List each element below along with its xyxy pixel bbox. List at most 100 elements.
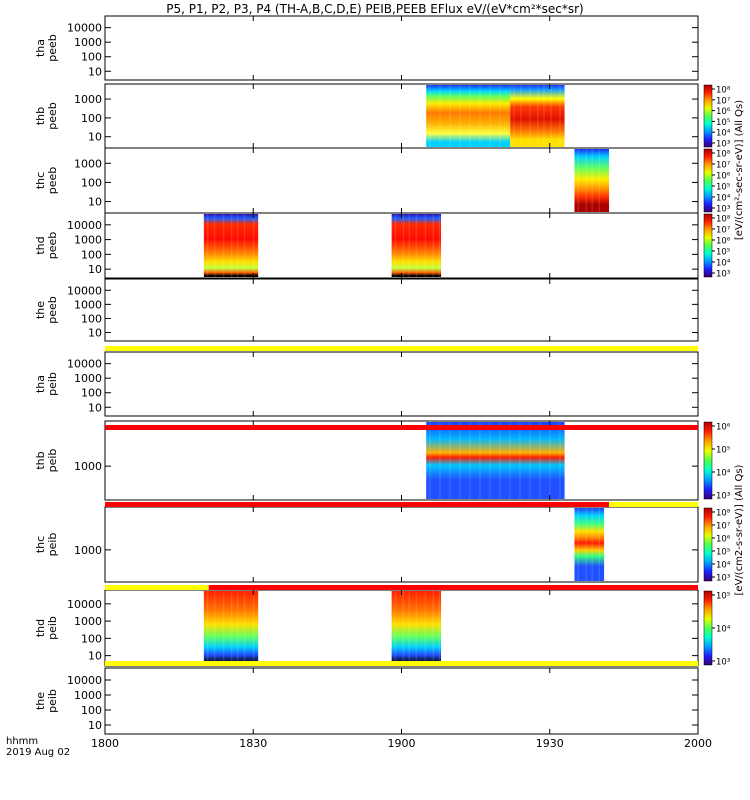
panel-label-probe: thd [34, 236, 47, 254]
spectrogram-texture [520, 85, 522, 147]
panel-label-instrument: peib [46, 533, 59, 557]
y-tick-label: 1000 [74, 157, 102, 170]
panel-label-probe: thc [34, 536, 47, 553]
spectrogram-texture [598, 149, 600, 212]
colorbar-tick-label: 10⁴ [716, 194, 731, 204]
x-tick-label: 1900 [388, 737, 416, 750]
panel-label-instrument: peeb [46, 102, 59, 130]
spectrogram-texture [577, 508, 579, 581]
y-tick-label: 100 [81, 387, 102, 400]
spectrogram-block [426, 422, 565, 499]
y-tick-label: 1000 [74, 372, 102, 385]
spectrogram-texture [424, 591, 427, 665]
spectrogram-block [391, 591, 442, 665]
panel-thb_peib: 1000 thbpeib 10³ 10⁴ 10⁵ 10⁶ [34, 420, 731, 502]
spectrogram-texture [438, 591, 441, 665]
panel-frame [104, 15, 699, 81]
spectrogram-texture [585, 149, 587, 212]
spectrogram-block [391, 214, 442, 277]
spectrogram-block [203, 214, 259, 277]
panel-frame [104, 351, 699, 417]
panel-label-probe: thc [34, 172, 47, 189]
colorbar-tick-label: 10⁶ [716, 107, 731, 117]
colorbar-tick-label: 10³ [716, 270, 730, 280]
spectrogram-texture [591, 508, 593, 581]
spectrogram-texture [243, 214, 246, 277]
colorbar-tick-label: 10⁴ [716, 561, 731, 571]
panel-label-instrument: peeb [46, 232, 59, 260]
spectrogram-texture [432, 591, 435, 665]
spectrogram-texture [206, 214, 209, 277]
panel-label-instrument: peeb [46, 34, 59, 62]
panel-label-probe: the [34, 692, 47, 710]
colorbar [703, 421, 713, 500]
spectrogram-texture [429, 422, 431, 499]
panel-thc_peib: 1000 thcpeib 10³ 10⁴ 10⁵ 10⁶ 10⁷ 10⁸ [34, 506, 731, 584]
y-tick-label: 10000 [67, 22, 102, 35]
y-tick-label: 10000 [67, 598, 102, 611]
colorbar-tick-label: 10⁶ [716, 423, 731, 433]
y-tick-label: 1000 [74, 544, 102, 557]
spectrogram-texture [449, 422, 451, 499]
spectrogram-texture [439, 85, 441, 147]
colorbar-tick-label: 10³ [716, 140, 730, 150]
quality-flag-bar [105, 346, 698, 351]
spectrogram-texture [206, 591, 209, 665]
colorbar-tick-label: 10⁴ [716, 129, 731, 139]
figure-title: P5, P1, P2, P3, P4 (TH-A,B,C,D,E) PEIB,P… [166, 2, 584, 16]
colorbar-tick-label: 10⁵ [716, 248, 730, 258]
y-tick-label: 100 [81, 176, 102, 189]
colorbar-tick-label: 10⁷ [716, 96, 731, 106]
panel-label: thdpeeb [34, 232, 59, 260]
y-tick-label: 1000 [74, 615, 102, 628]
spectrogram-texture [559, 422, 561, 499]
panel-label: thdpeib [34, 616, 59, 640]
colorbar-title: [eV/(cm²-sec-sr-eV)] (All Qs) [734, 100, 745, 240]
spectrogram-texture [415, 214, 418, 277]
spectrogram-texture [402, 214, 405, 277]
spectrogram-texture [577, 149, 579, 212]
spectrogram-texture [408, 591, 411, 665]
y-tick-label: 1000 [74, 93, 102, 106]
colorbar-tick-label: 10⁸ [716, 509, 731, 519]
spectrogram-texture [469, 422, 471, 499]
colorbar-tick-label: 10⁷ [716, 226, 731, 236]
spectrogram-texture [529, 422, 531, 499]
spectrogram-texture [550, 85, 552, 147]
spectrogram-texture [598, 508, 600, 581]
spectrogram-texture [513, 85, 515, 147]
quality-flag-bar [105, 502, 610, 507]
y-tick-label: 100 [81, 112, 102, 125]
spectrogram-texture [408, 214, 411, 277]
colorbar-tick-label: 10⁸ [716, 86, 731, 96]
spectrogram-texture [479, 422, 481, 499]
spectrogram-block [203, 591, 259, 665]
colorbar [703, 590, 713, 666]
y-tick-label: 10000 [67, 358, 102, 371]
y-tick-label: 1000 [74, 689, 102, 702]
y-tick-label: 10000 [67, 674, 102, 687]
spectrogram-texture [539, 422, 541, 499]
spectrogram-texture [543, 85, 545, 147]
colorbar-tick-label: 10³ [716, 658, 730, 668]
x-tick-label: 1930 [536, 737, 564, 750]
x-tick-label: 1800 [91, 737, 119, 750]
spectrogram-texture [585, 508, 587, 581]
y-tick-label: 100 [81, 632, 102, 645]
panel-label: thapeib [34, 372, 59, 396]
spectrogram-texture [252, 591, 255, 665]
colorbar [703, 213, 713, 278]
spectrogram-texture [438, 214, 441, 277]
panel-label-probe: tha [34, 39, 47, 57]
spectrogram-block [574, 508, 605, 581]
colorbar [703, 84, 713, 148]
panel-label-probe: tha [34, 375, 47, 393]
spectrogram-texture [499, 422, 501, 499]
spectrogram-texture [499, 85, 501, 147]
spectrogram-texture [429, 85, 431, 147]
spectrogram-texture [213, 214, 216, 277]
x-tick-label: 2000 [684, 737, 712, 750]
